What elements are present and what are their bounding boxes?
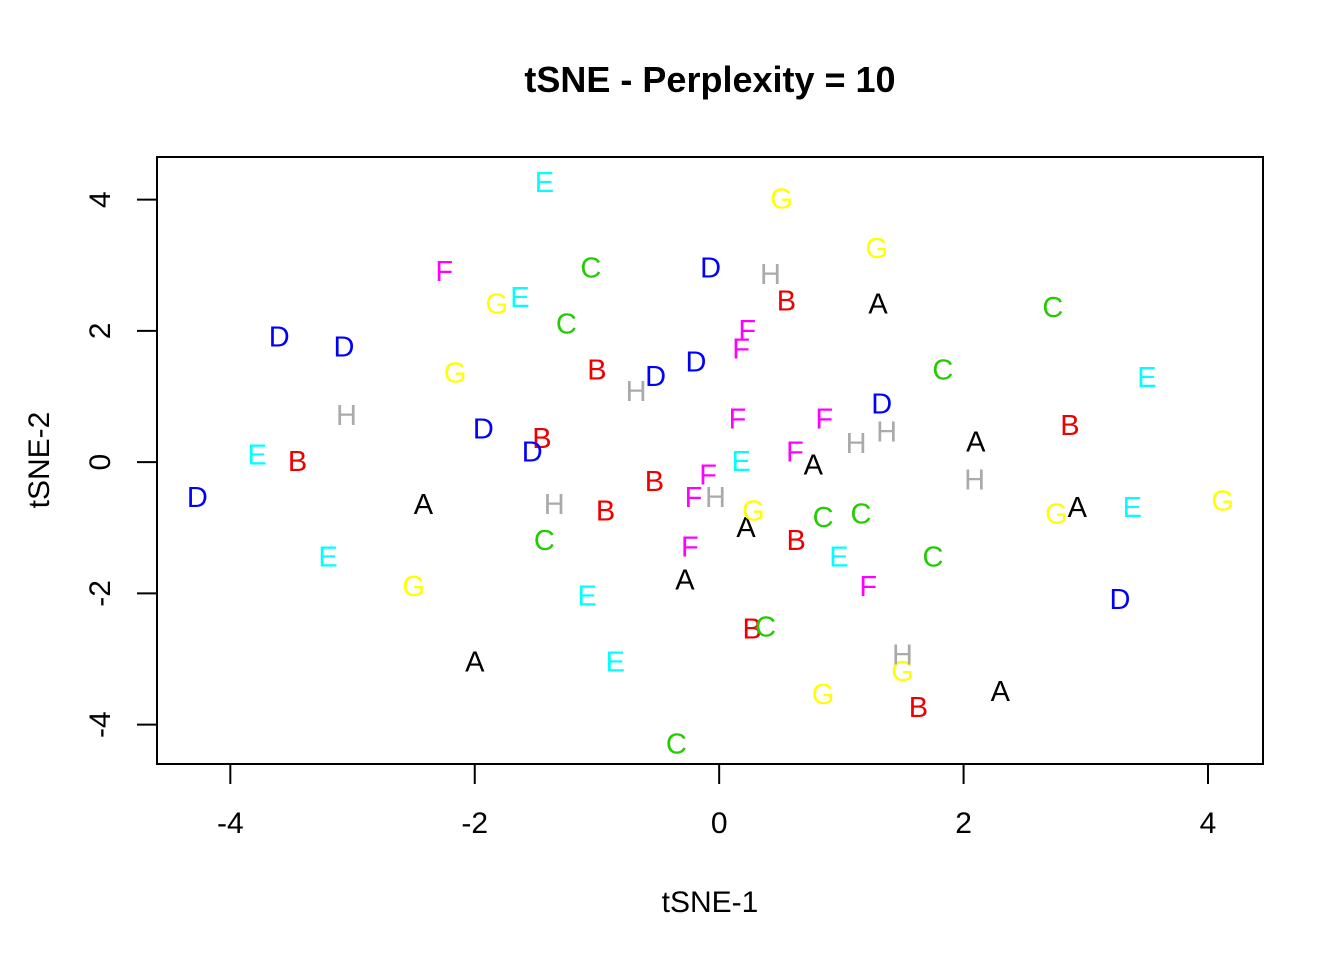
point-a: A bbox=[868, 289, 888, 321]
point-d: D bbox=[685, 346, 706, 378]
point-e: E bbox=[731, 446, 750, 478]
y-axis: -4 -2 0 2 4 bbox=[84, 191, 158, 738]
point-b: B bbox=[596, 495, 615, 527]
point-g: G bbox=[812, 679, 835, 711]
point-h: H bbox=[544, 489, 565, 521]
point-e: E bbox=[829, 541, 848, 573]
point-h: H bbox=[876, 417, 897, 449]
x-tick-label: 0 bbox=[711, 807, 728, 840]
point-d: D bbox=[871, 388, 892, 420]
point-a: A bbox=[465, 646, 485, 678]
chart-title: tSNE - Perplexity = 10 bbox=[524, 59, 895, 100]
point-f: F bbox=[815, 403, 833, 435]
y-tick-label: 2 bbox=[84, 323, 117, 340]
point-b: B bbox=[587, 354, 606, 386]
point-d: D bbox=[645, 361, 666, 393]
point-d: D bbox=[334, 331, 355, 363]
y-axis-label: tSNE-2 bbox=[23, 412, 56, 509]
x-tick-label: -4 bbox=[217, 807, 244, 840]
point-c: C bbox=[932, 354, 953, 386]
point-e: E bbox=[248, 440, 267, 472]
y-tick-label: -4 bbox=[84, 711, 117, 738]
point-e: E bbox=[1137, 362, 1156, 394]
point-h: H bbox=[892, 640, 913, 672]
point-a: A bbox=[675, 564, 695, 596]
point-a: A bbox=[804, 449, 824, 481]
point-f: F bbox=[786, 436, 804, 468]
point-d: D bbox=[700, 253, 721, 285]
point-c: C bbox=[666, 728, 687, 760]
point-c: C bbox=[755, 612, 776, 644]
point-e: E bbox=[510, 282, 529, 314]
point-b: B bbox=[786, 525, 805, 557]
point-c: C bbox=[813, 502, 834, 534]
point-e: E bbox=[318, 541, 337, 573]
point-f: F bbox=[859, 571, 877, 603]
point-f: F bbox=[685, 482, 703, 514]
point-f: F bbox=[699, 459, 717, 491]
point-f: F bbox=[738, 315, 756, 347]
point-f: F bbox=[681, 531, 699, 563]
y-tick-label: 0 bbox=[84, 454, 117, 471]
x-tick-label: 4 bbox=[1200, 807, 1217, 840]
point-b: B bbox=[909, 692, 928, 724]
point-d: D bbox=[522, 436, 543, 468]
point-b: B bbox=[1060, 410, 1079, 442]
x-tick-label: 2 bbox=[955, 807, 972, 840]
point-a: A bbox=[414, 489, 434, 521]
point-c: C bbox=[923, 541, 944, 573]
point-h: H bbox=[760, 259, 781, 291]
point-f: F bbox=[435, 256, 453, 288]
point-g: G bbox=[866, 233, 889, 265]
point-f: F bbox=[732, 333, 750, 365]
point-e: E bbox=[578, 581, 597, 613]
point-f: F bbox=[729, 403, 747, 435]
point-d: D bbox=[269, 321, 290, 353]
x-axis-label: tSNE-1 bbox=[662, 886, 759, 919]
point-h: H bbox=[626, 376, 647, 408]
point-b: B bbox=[742, 613, 761, 645]
point-d: D bbox=[187, 482, 208, 514]
x-axis: -4 -2 0 2 4 bbox=[217, 763, 1217, 840]
point-g: G bbox=[742, 495, 765, 527]
point-a: A bbox=[736, 512, 756, 544]
point-a: A bbox=[1068, 492, 1088, 524]
point-a: A bbox=[966, 426, 986, 458]
y-tick-label: 4 bbox=[84, 191, 117, 208]
point-e: E bbox=[1123, 492, 1142, 524]
point-g: G bbox=[1211, 486, 1234, 518]
point-g: G bbox=[485, 289, 508, 321]
point-h: H bbox=[705, 482, 726, 514]
point-d: D bbox=[1110, 584, 1131, 616]
point-c: C bbox=[850, 499, 871, 531]
point-b: B bbox=[777, 285, 796, 317]
point-d: D bbox=[473, 413, 494, 445]
point-b: B bbox=[288, 446, 307, 478]
point-c: C bbox=[534, 525, 555, 557]
point-e: E bbox=[606, 646, 625, 678]
point-a: A bbox=[991, 676, 1011, 708]
point-g: G bbox=[402, 571, 425, 603]
point-b: B bbox=[645, 466, 664, 498]
point-c: C bbox=[556, 308, 577, 340]
y-tick-label: -2 bbox=[84, 580, 117, 607]
point-h: H bbox=[964, 465, 985, 497]
point-e: E bbox=[535, 167, 554, 199]
point-c: C bbox=[1042, 292, 1063, 324]
point-b: B bbox=[532, 423, 551, 455]
point-h: H bbox=[336, 400, 357, 432]
point-h: H bbox=[846, 428, 867, 460]
point-g: G bbox=[891, 656, 914, 688]
point-g: G bbox=[444, 358, 467, 390]
point-c: C bbox=[580, 253, 601, 285]
point-g: G bbox=[770, 184, 793, 216]
point-g: G bbox=[1045, 499, 1068, 531]
x-tick-label: -2 bbox=[461, 807, 488, 840]
